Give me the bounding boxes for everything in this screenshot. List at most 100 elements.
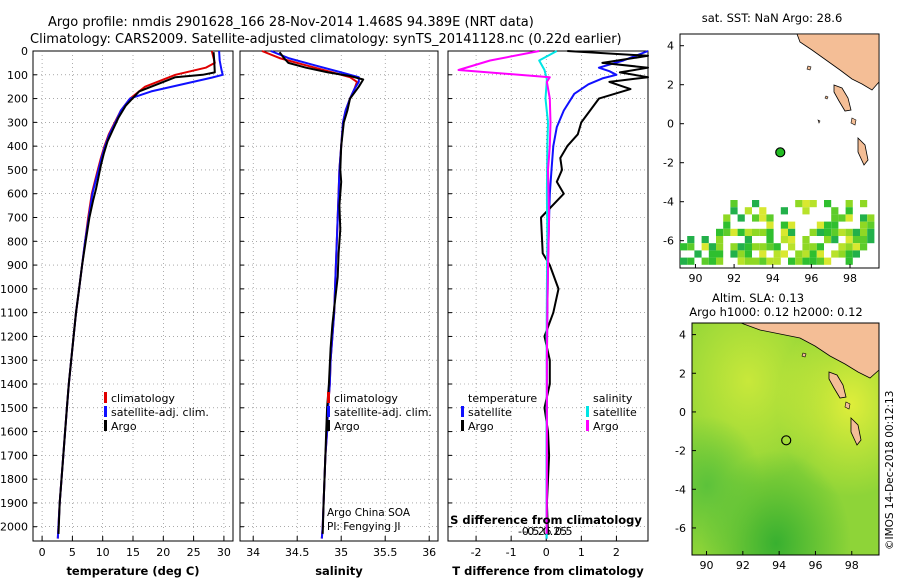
map-lon-tick-label: 96 [808,559,822,572]
map-lon-tick-label: 92 [736,559,750,572]
legend-swatch-climatology [327,392,330,403]
depth-tick-label: 2000 [0,521,28,534]
sst-pixel [788,221,796,229]
depth-tick-label: 1300 [0,354,28,367]
sst-pixel [816,221,824,229]
map-lon-tick-label: 94 [766,272,780,285]
sst-pixel [809,200,817,208]
legend-label-salinity-satellite: satellite [593,406,637,419]
sst-pixel [730,228,738,236]
salinity-xlabel: salinity [315,564,363,578]
x-tick-label: 0 [543,546,550,559]
legend-label-climatology: climatology [111,392,175,405]
pi-annotation-line1: Argo China SOA [327,507,411,519]
sla-map-title-2: Argo h1000: 0.12 h2000: 0.12 [689,305,862,319]
x-tick-label: 35.5 [373,546,398,559]
sst-pixel [802,257,810,265]
sst-pixel [723,214,731,222]
legend-swatch-salinity-satellite [586,406,589,417]
sst-pixel [752,257,760,265]
legend-title-temperature: temperature [468,392,537,405]
sst-pixel [759,257,767,265]
sst-pixel [860,236,868,244]
legend-title-salinity: salinity [593,392,633,405]
depth-tick-label: 1600 [0,426,28,439]
map-lat-tick-label: 2 [679,367,686,380]
sst-pixel [773,257,781,265]
x-tick-label: 5 [69,546,76,559]
sst-pixel [737,243,745,251]
depth-tick-label: 400 [7,140,28,153]
profile-curves [56,50,649,539]
depth-tick-label: 800 [7,235,28,248]
sst-pixel [802,207,810,215]
sst-pixel [687,236,695,244]
sst-pixel [780,207,788,215]
sst-pixel [701,243,709,251]
depth-tick-label: 1100 [0,307,28,320]
sst-pixel [730,243,738,251]
sst-pixel [860,243,868,251]
sst-pixel [845,243,853,251]
legend-label-argo: Argo [334,420,360,433]
sst-pixel [788,257,796,265]
sst-pixel [824,200,832,208]
sst-pixel [780,221,788,229]
sst-map-axes: 90 92 94 96 98 4 2 0 -2 -4 -6 [663,40,857,285]
sst-pixel [716,257,724,265]
sst-pixel [809,250,817,258]
sst-pixel [795,200,803,208]
sst-pixel [752,214,760,222]
x-tick-label: 34.5 [285,546,310,559]
sla-map-axes: 90 92 94 96 98 4 2 0 -2 -4 -6 [675,329,859,572]
x-tick-label: -2 [471,546,482,559]
sst-pixel [852,228,860,236]
map-lon-tick-label: 98 [843,272,857,285]
differences-temperature-argo-line [540,50,649,534]
map-lat-tick-label: -4 [675,483,686,496]
sst-pixel [795,250,803,258]
sst-pixel [860,228,868,236]
sst-pixel [759,243,767,251]
t-difference-xlabel: T difference from climatology [452,564,644,578]
sst-pixel [845,200,853,208]
map-lat-tick-label: 2 [667,79,674,92]
sst-pixel [809,257,817,265]
sst-pixel [759,228,767,236]
x-tick-label: 0 [39,546,46,559]
sst-pixel [788,243,796,251]
sst-pixel [766,243,774,251]
sst-pixel [831,221,839,229]
sst-pixel [860,200,868,208]
sst-pixel [824,228,832,236]
s-difference-xlabel: S difference from climatology [450,513,642,527]
depth-tick-label: 1000 [0,283,28,296]
legend-label-satellite: satellite-adj. clim. [334,406,432,419]
x-tick-label: 1 [578,546,585,559]
map-lat-tick-label: 0 [667,118,674,131]
x-tick-label: 30 [217,546,231,559]
sst-pixel [809,228,817,236]
sst-pixel [723,221,731,229]
x-tick-label: 34 [246,546,260,559]
depth-tick-label: 1400 [0,378,28,391]
sst-pixel [852,236,860,244]
sst-pixel [730,200,738,208]
sst-pixel [867,214,875,222]
small-islands [801,352,851,410]
sla-map-frame [691,322,880,556]
sst-pixel [824,236,832,244]
legend-label-temperature-argo: Argo [468,420,494,433]
x-tick-label: 36 [422,546,436,559]
sst-pixel [766,236,774,244]
sst-pixel [831,214,839,222]
depth-tick-label: 1500 [0,402,28,415]
map-lat-tick-label: -4 [663,196,674,209]
sst-pixel [716,243,724,251]
x-tick-label: 20 [156,546,170,559]
temperature-satellite-adj-clim-line [56,50,224,539]
legend-swatch-satellite [327,406,330,417]
sst-pixel [759,207,767,215]
sst-pixel [694,250,702,258]
sst-pixel [744,243,752,251]
